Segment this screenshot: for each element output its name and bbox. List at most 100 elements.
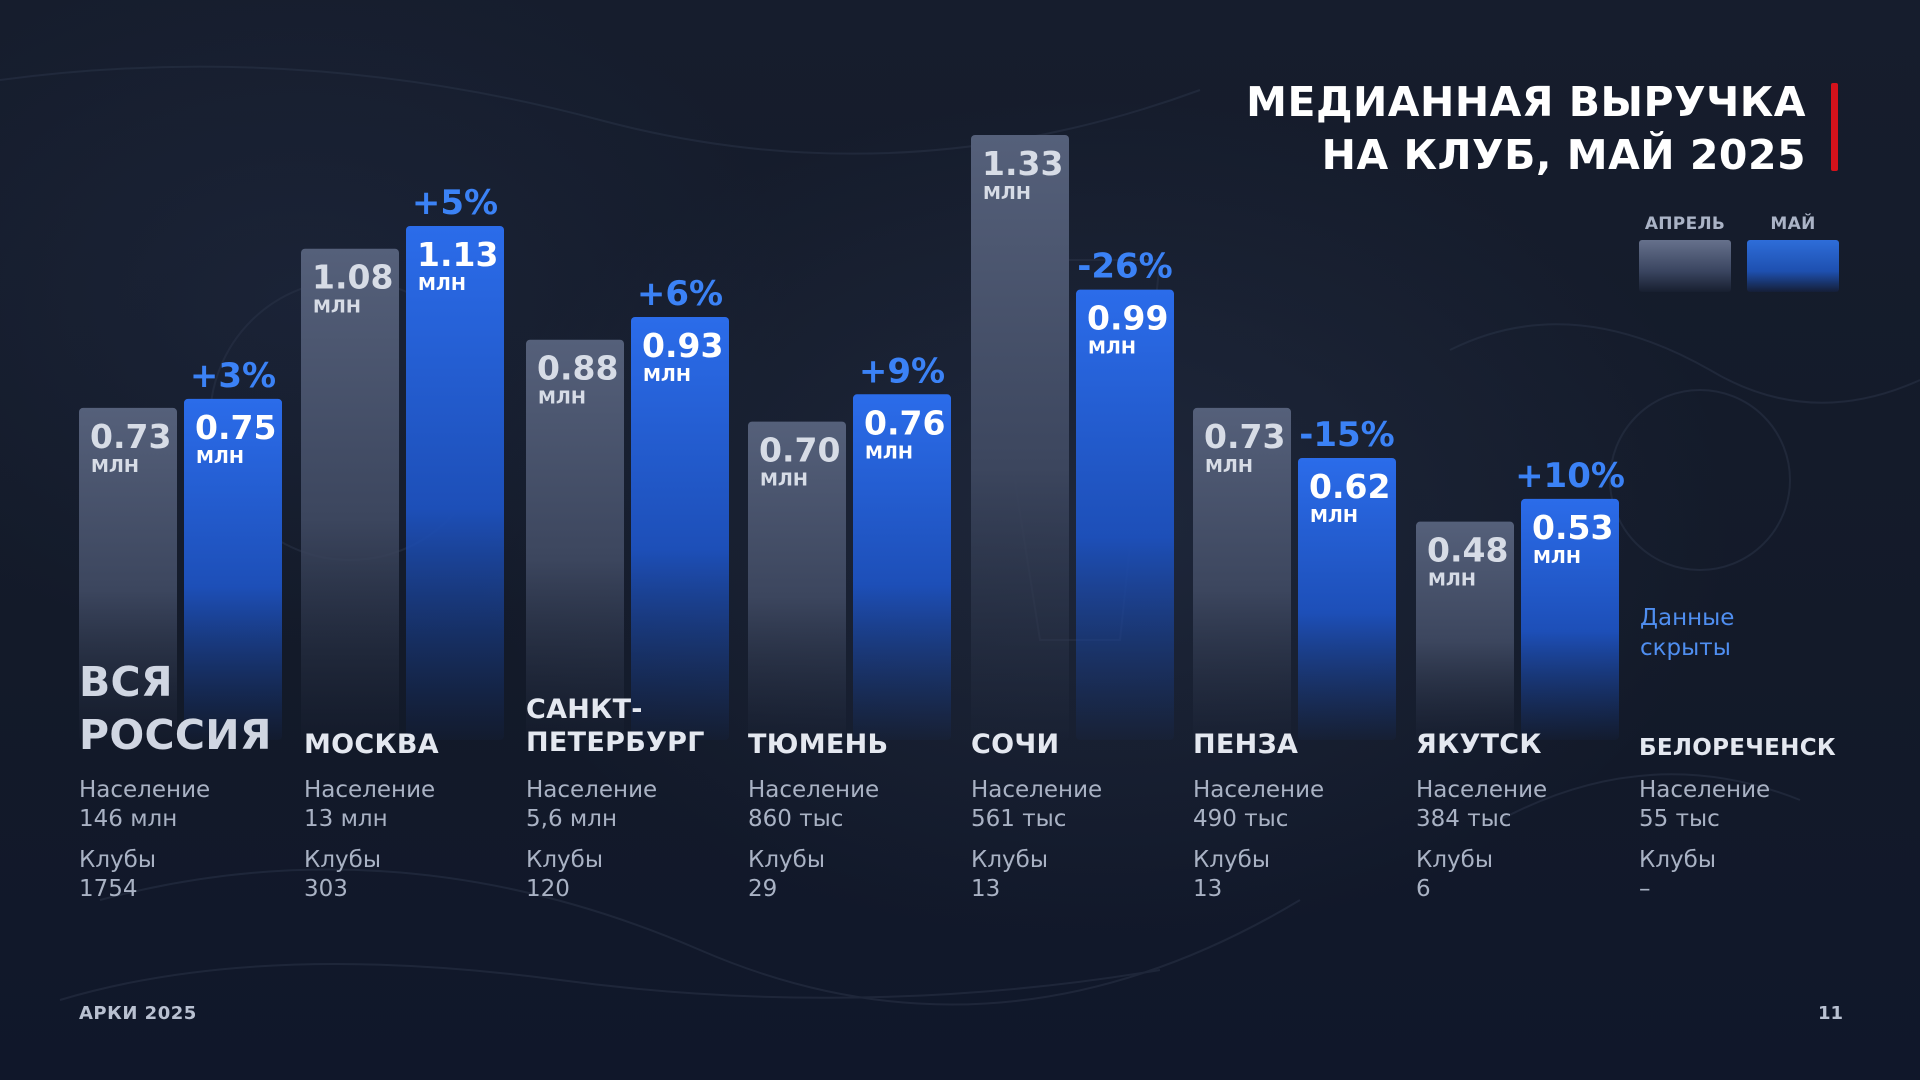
bar-unit-label-may: МЛН bbox=[418, 274, 466, 295]
city-name-block-moscow: МОСКВА bbox=[304, 728, 514, 761]
page-title: МЕДИАННАЯ ВЫРУЧКА НА КЛУБ, МАЙ 2025 bbox=[1246, 76, 1806, 182]
city-name-block-penza: ПЕНЗА bbox=[1193, 728, 1403, 761]
clubs-label: Клубы bbox=[79, 847, 156, 873]
clubs-value: – bbox=[1639, 876, 1651, 902]
city-stats-sochi: Население 561 тыс Клубы 13 bbox=[971, 776, 1181, 904]
bar-value-label-may: 0.99 bbox=[1087, 299, 1168, 338]
bar-may bbox=[184, 398, 282, 740]
population-label: Население bbox=[1193, 777, 1325, 803]
legend-label-april: АПРЕЛЬ bbox=[1644, 214, 1726, 234]
population-label: Население bbox=[1639, 777, 1771, 803]
bar-unit-label-april: МЛН bbox=[91, 456, 139, 477]
hidden-data-note: Данные скрыты bbox=[1640, 603, 1840, 663]
bar-april bbox=[79, 407, 177, 740]
clubs-label: Клубы bbox=[526, 847, 603, 873]
population-value: 55 тыс bbox=[1639, 806, 1720, 832]
bar-may bbox=[1076, 289, 1174, 740]
clubs-value: 1754 bbox=[79, 876, 138, 902]
bar-unit-label-may: МЛН bbox=[1533, 547, 1581, 568]
bar-unit-label-may: МЛН bbox=[1310, 506, 1358, 527]
population-value: 490 тыс bbox=[1193, 806, 1289, 832]
clubs-value: 29 bbox=[748, 876, 778, 902]
title-line-2: НА КЛУБ, МАЙ 2025 bbox=[1321, 131, 1806, 179]
city-name-line: ЯКУТСК bbox=[1416, 729, 1542, 760]
footer-brand: АРКИ 2025 bbox=[79, 1003, 197, 1024]
bar-value-label-april: 1.33 bbox=[982, 144, 1063, 183]
population-label: Население bbox=[971, 777, 1103, 803]
bar-unit-label-april: МЛН bbox=[538, 388, 586, 409]
bar-value-label-april: 1.08 bbox=[312, 258, 393, 297]
bar-may bbox=[406, 225, 504, 741]
bar-unit-label-april: МЛН bbox=[313, 297, 361, 318]
clubs-value: 303 bbox=[304, 876, 348, 902]
city-stats-tyumen: Население 860 тыс Клубы 29 bbox=[748, 776, 958, 904]
city-name-line: САНКТ- bbox=[526, 694, 643, 725]
bar-april bbox=[526, 339, 624, 740]
city-stats-moscow: Население 13 млн Клубы 303 bbox=[304, 776, 514, 904]
clubs-label: Клубы bbox=[1639, 847, 1716, 873]
hidden-note-line-2: скрыты bbox=[1640, 635, 1731, 661]
population-value: 146 млн bbox=[79, 806, 178, 832]
title-accent-bar bbox=[1831, 83, 1838, 171]
population-label: Население bbox=[79, 777, 211, 803]
bar-value-label-april: 0.73 bbox=[90, 417, 171, 456]
change-percent-label: -26% bbox=[1077, 247, 1173, 287]
bar-value-label-may: 0.93 bbox=[642, 326, 723, 365]
page-number: 11 bbox=[1818, 1003, 1844, 1024]
population-value: 5,6 млн bbox=[526, 806, 617, 832]
city-name-block-spb: САНКТ- ПЕТЕРБУРГ bbox=[526, 693, 736, 759]
legend-swatch-may bbox=[1747, 240, 1839, 292]
city-name-line: ПЕНЗА bbox=[1193, 729, 1299, 760]
city-name-line: ВСЯ bbox=[79, 658, 173, 706]
legend-swatch-april bbox=[1639, 240, 1731, 292]
bar-april bbox=[1416, 521, 1514, 740]
clubs-label: Клубы bbox=[1193, 847, 1270, 873]
city-name-line: БЕЛОРЕЧЕНСК bbox=[1639, 735, 1836, 761]
population-label: Население bbox=[304, 777, 436, 803]
bar-april bbox=[971, 135, 1069, 740]
clubs-value: 13 bbox=[1193, 876, 1223, 902]
bar-value-label-april: 0.73 bbox=[1204, 417, 1285, 456]
city-name-line: ПЕТЕРБУРГ bbox=[526, 727, 705, 758]
city-name-line: ТЮМЕНЬ bbox=[748, 729, 889, 760]
change-percent-label: +9% bbox=[859, 351, 945, 391]
clubs-label: Клубы bbox=[748, 847, 825, 873]
clubs-value: 13 bbox=[971, 876, 1001, 902]
city-name-line: РОССИЯ bbox=[79, 711, 272, 759]
change-percent-label: +3% bbox=[190, 356, 276, 396]
population-value: 860 тыс bbox=[748, 806, 844, 832]
clubs-label: Клубы bbox=[971, 847, 1048, 873]
bar-value-label-may: 0.76 bbox=[864, 403, 945, 442]
city-stats-penza: Население 490 тыс Клубы 13 bbox=[1193, 776, 1403, 904]
bar-value-label-may: 0.53 bbox=[1532, 508, 1613, 547]
bar-april bbox=[748, 421, 846, 740]
bar-unit-label-april: МЛН bbox=[1428, 570, 1476, 591]
change-percent-label: +6% bbox=[637, 274, 723, 314]
city-name-block-russia: ВСЯ РОССИЯ bbox=[79, 656, 289, 762]
city-name-block-tyumen: ТЮМЕНЬ bbox=[748, 728, 958, 761]
bar-value-label-april: 0.70 bbox=[759, 431, 840, 470]
city-name-line: СОЧИ bbox=[971, 729, 1060, 760]
bar-may bbox=[631, 316, 729, 740]
bar-unit-label-april: МЛН bbox=[1205, 456, 1253, 477]
bar-unit-label-may: МЛН bbox=[865, 442, 913, 463]
population-label: Население bbox=[1416, 777, 1548, 803]
city-name-block-belorechensk: БЕЛОРЕЧЕНСК bbox=[1639, 732, 1879, 765]
legend-label-may: МАЙ bbox=[1770, 214, 1816, 234]
change-percent-label: +10% bbox=[1515, 456, 1625, 496]
clubs-label: Клубы bbox=[1416, 847, 1493, 873]
bar-april bbox=[301, 248, 399, 740]
bar-unit-label-april: МЛН bbox=[760, 470, 808, 491]
city-stats-spb: Население 5,6 млн Клубы 120 bbox=[526, 776, 736, 904]
change-percent-label: +5% bbox=[412, 183, 498, 223]
title-line-1: МЕДИАННАЯ ВЫРУЧКА bbox=[1246, 78, 1806, 126]
bar-unit-label-april: МЛН bbox=[983, 183, 1031, 204]
city-name-line: МОСКВА bbox=[304, 729, 439, 760]
population-value: 13 млн bbox=[304, 806, 388, 832]
bar-unit-label-may: МЛН bbox=[643, 365, 691, 386]
bar-may bbox=[1521, 498, 1619, 740]
bar-unit-label-may: МЛН bbox=[196, 447, 244, 468]
population-value: 561 тыс bbox=[971, 806, 1067, 832]
population-label: Население bbox=[526, 777, 658, 803]
hidden-note-line-1: Данные bbox=[1640, 605, 1735, 631]
